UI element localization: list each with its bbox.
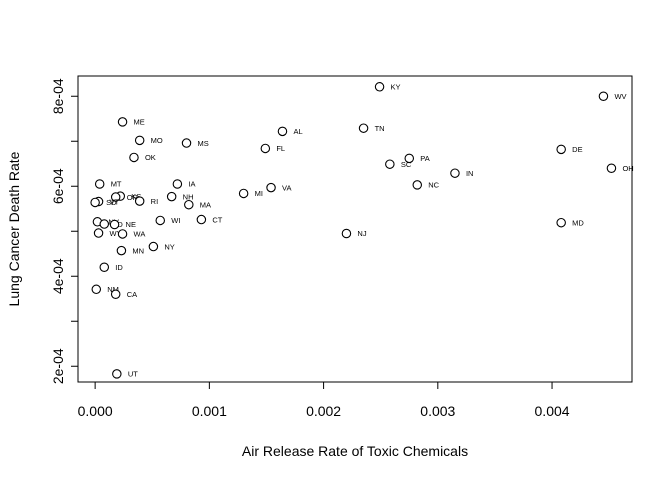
point-label-tn: TN [375, 124, 385, 133]
point-label-de: DE [572, 145, 582, 154]
x-tick-label-2: 0.002 [306, 403, 341, 419]
point-label-nj: NJ [357, 229, 366, 238]
point-label-id: ID [115, 263, 123, 272]
data-point-ri [134, 196, 145, 206]
point-label-ny: NY [164, 242, 174, 251]
y-tick-label-6: 8e-04 [50, 78, 66, 114]
data-point-mt [94, 179, 105, 189]
data-point-wy [93, 228, 104, 238]
point-label-id: ID [115, 220, 123, 229]
point-label-mn: MN [132, 246, 144, 255]
point-label-sc: SC [401, 160, 412, 169]
point-label-ky: KY [391, 83, 401, 92]
point-label-ma: MA [200, 200, 211, 209]
data-point-tn [358, 123, 369, 133]
data-point-me [117, 117, 128, 127]
point-label-wi: WI [171, 216, 180, 225]
point-label-ut: UT [128, 370, 138, 379]
point-label-ks: KS [131, 192, 141, 201]
point-label-vt: VT [110, 197, 120, 206]
data-point-id [99, 219, 110, 229]
x-tick-label-4: 0.004 [535, 403, 570, 419]
data-point-va [266, 182, 276, 193]
data-point-ms [181, 138, 192, 148]
point-label-ms: MS [198, 139, 209, 148]
data-point-mn [116, 245, 127, 256]
y-tick-label-2: 4e-04 [50, 258, 66, 294]
data-point-al [277, 126, 288, 137]
data-point-mi [238, 188, 249, 199]
data-point-de [556, 144, 566, 155]
point-label-mi: MI [255, 189, 263, 198]
data-point-ny [148, 241, 159, 252]
plot-frame [77, 75, 633, 383]
data-point-or [110, 192, 121, 202]
data-point-md [556, 217, 566, 228]
data-point-oh [606, 163, 617, 174]
data-points: KY WV ME TN AL MO MS FL DE OK PA SC OH IN MT IA NC VA MI KS… [90, 82, 634, 379]
point-label-va: VA [282, 183, 291, 192]
x-tick-label-1: 0.001 [192, 403, 227, 419]
point-label-mo: MO [151, 136, 163, 145]
data-point-ok [129, 152, 139, 163]
y-tick-label-4: 6e-04 [50, 168, 66, 204]
point-label-ri: RI [151, 197, 159, 206]
point-label-wy: WY [110, 229, 122, 238]
data-point-nj [341, 228, 352, 239]
point-label-fl: FL [276, 144, 285, 153]
data-point-ne [109, 219, 120, 230]
y-axis-label: Lung Cancer Death Rate [6, 151, 22, 306]
point-label-ca: CA [127, 290, 137, 299]
x-axis: 0.000 0.001 0.002 0.003 0.004 [78, 382, 570, 419]
point-label-ia: IA [188, 180, 195, 189]
y-tick-label-0: 2e-04 [50, 348, 66, 384]
data-point-ct [196, 214, 207, 225]
data-point-ky [374, 82, 385, 92]
point-label-or: OR [127, 193, 139, 202]
x-tick-label-0: 0.000 [78, 403, 113, 419]
point-label-me: ME [134, 118, 145, 127]
data-point-nm [91, 284, 102, 295]
data-point-pa [404, 153, 415, 164]
point-label-wa: WA [134, 230, 146, 239]
data-point-wi [155, 215, 165, 226]
data-point-ma [184, 199, 194, 210]
point-label-sd: SD [106, 198, 117, 207]
point-label-ct: CT [212, 215, 222, 224]
x-tick-label-3: 0.003 [420, 403, 455, 419]
point-label-ne: NE [126, 220, 136, 229]
data-point-ca [110, 289, 121, 299]
data-point-sd [90, 197, 100, 208]
data-point-ia [172, 179, 183, 189]
point-label-oh: OH [622, 164, 633, 173]
point-label-nc: NC [428, 181, 439, 190]
x-axis-label: Air Release Rate of Toxic Chemicals [242, 443, 468, 459]
point-label-nh: NH [183, 192, 194, 201]
data-point-id [99, 262, 110, 272]
data-point-in [450, 168, 460, 178]
data-point-wa [117, 229, 128, 239]
point-label-in: IN [466, 169, 474, 178]
point-label-nm: NM [107, 285, 119, 294]
point-label-mt: MT [111, 180, 122, 189]
point-label-wv: WV [614, 92, 626, 101]
data-point-sc [385, 159, 395, 169]
data-point-fl [260, 143, 271, 154]
point-label-ok: OK [145, 153, 156, 162]
data-point-nc [412, 180, 423, 190]
data-point-nh [166, 191, 177, 202]
point-label-al: AL [293, 127, 302, 136]
point-label-md: MD [572, 218, 584, 227]
data-point-wv [598, 91, 609, 102]
point-label-pa: PA [420, 154, 429, 163]
y-axis: 2e-04 4e-04 6e-04 8e-04 [50, 78, 78, 384]
data-point-mo [134, 135, 145, 146]
data-point-ut [112, 369, 122, 379]
